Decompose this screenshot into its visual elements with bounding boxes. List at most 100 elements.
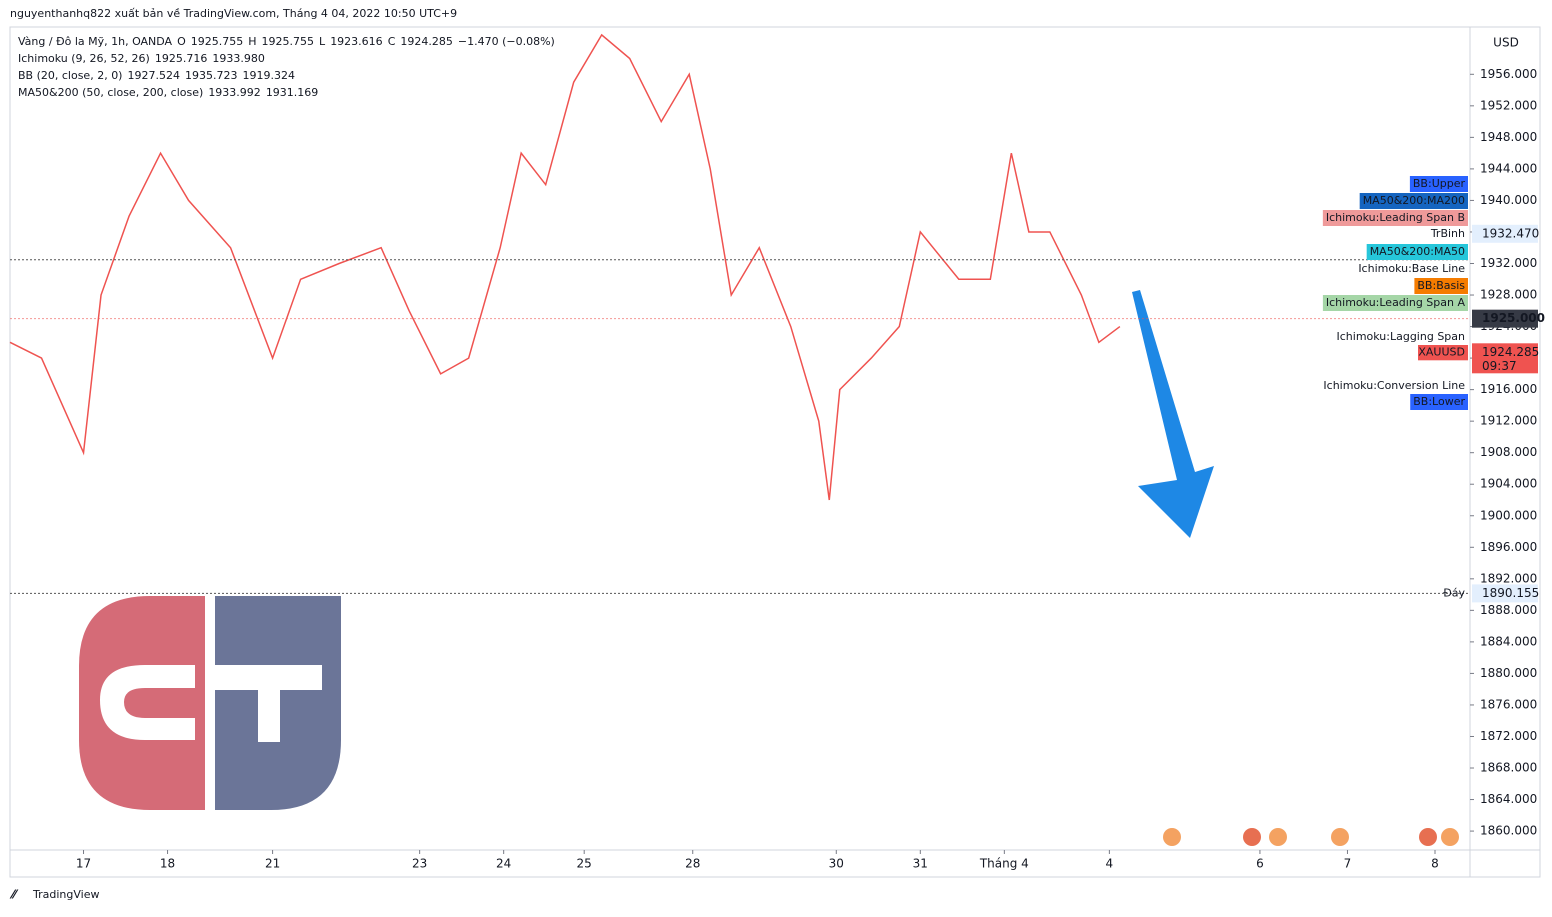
last-price: 1924.285 (1482, 345, 1539, 359)
legend-item: 1924.285 (400, 35, 453, 48)
y-tick-label: 1928.000 (1480, 288, 1537, 302)
indicator-tag: BB:Upper (1413, 177, 1466, 190)
legend-item: C (388, 35, 396, 48)
x-tick-label: 31 (913, 857, 928, 871)
indicator-tag-box (1333, 329, 1468, 345)
marker-box (1472, 584, 1538, 603)
legend-item: O (177, 35, 186, 48)
y-tick-label: 1948.000 (1480, 130, 1537, 144)
logo (79, 596, 341, 810)
legend-item: 1923.616 (330, 35, 383, 48)
legend-item: 1927.524 (127, 69, 180, 82)
price-line (9, 33, 1121, 501)
y-tick-label: 1892.000 (1480, 571, 1537, 585)
indicator-tag: Ichimoku:Conversion Line (1323, 379, 1465, 392)
y-tick-label: 1940.000 (1480, 193, 1537, 207)
y-tick-label: 1904.000 (1480, 477, 1537, 491)
x-tick-label: 7 (1344, 857, 1352, 871)
y-tick-label: 1872.000 (1480, 729, 1537, 743)
indicator-tag-box (1359, 193, 1468, 209)
event-icons (1163, 828, 1459, 846)
legend-item: 1919.324 (242, 69, 295, 82)
marker-box (1472, 224, 1538, 243)
legend-item: Ichimoku (9, 26, 52, 26) (18, 52, 150, 65)
footer: ⁄⁄ (9, 888, 19, 902)
brand: TradingView (32, 888, 99, 901)
last-price-box (1472, 343, 1538, 374)
x-tick-label: 4 (1106, 857, 1114, 871)
indicator-tag-box (1355, 261, 1468, 277)
x-tick-label: 21 (265, 857, 280, 871)
indicator-tag: MA50&200:MA200 (1363, 194, 1465, 207)
legend-item: 1933.980 (212, 52, 265, 65)
y-tick-label: 1896.000 (1480, 540, 1537, 554)
x-tick-label: 30 (829, 857, 844, 871)
indicator-tag-box (1366, 244, 1468, 260)
y-tick-label: 1864.000 (1480, 792, 1537, 806)
x-tick-label: Tháng 4 (979, 857, 1029, 871)
marker-label: Đáy (1443, 586, 1465, 599)
y-tick-label: 1952.000 (1480, 98, 1537, 112)
x-tick-label: 28 (685, 857, 700, 871)
y-tick-label: 1916.000 (1480, 382, 1537, 396)
marker-label: TrBinh (1430, 227, 1465, 240)
x-tick-label: 25 (577, 857, 592, 871)
x-tick-label: 17 (76, 857, 91, 871)
indicator-tag-box (1322, 295, 1468, 311)
x-tick-label: 6 (1256, 857, 1264, 871)
indicator-tag: Ichimoku:Leading Span A (1326, 296, 1466, 309)
indicator-tag: Ichimoku:Lagging Span (1337, 330, 1466, 343)
legend-item: 1925.755 (262, 35, 315, 48)
y-tick-label: 1944.000 (1480, 161, 1537, 175)
indicator-tag-box (1320, 378, 1468, 394)
marker-value: 1890.155 (1482, 586, 1539, 600)
frame (9, 26, 1541, 878)
legend-item: Vàng / Đô la Mỹ, 1h, OANDA (18, 35, 173, 48)
y-tick-label: 1932.000 (1480, 256, 1537, 270)
indicator-tag: Ichimoku:Leading Span B (1326, 211, 1465, 224)
y-tick-label: 1908.000 (1480, 445, 1537, 459)
x-tick-label: 18 (160, 857, 175, 871)
y-tick-label: 1868.000 (1480, 761, 1537, 775)
symbol-box (1418, 344, 1468, 361)
x-tick-label: 8 (1431, 857, 1439, 871)
legend-item: BB (20, close, 2, 0) (18, 69, 122, 82)
crosshair-label: 1925.000 (1482, 311, 1545, 325)
legend-item: 1925.755 (191, 35, 244, 48)
legend-item: H (248, 35, 256, 48)
crosshair-box (1472, 309, 1538, 328)
y-tick-label: 1956.000 (1480, 67, 1537, 81)
x-tick-label: 23 (412, 857, 427, 871)
marker-value: 1932.470 (1482, 226, 1539, 240)
y-tick-label: 1880.000 (1480, 666, 1537, 680)
symbol: XAUUSD (1418, 345, 1465, 358)
countdown: 09:37 (1482, 359, 1517, 373)
currency: USD (1493, 36, 1519, 50)
y-tick-label: 1860.000 (1480, 824, 1537, 838)
x-tick-label: 24 (496, 857, 511, 871)
y-tick-label: 1888.000 (1480, 603, 1537, 617)
indicator-tag-box (1322, 210, 1468, 226)
legend-item: 1933.992 (208, 86, 261, 99)
publisher: nguyenthanhq822 xuất bản về TradingView.… (10, 7, 457, 20)
indicator-tag: BB:Lower (1413, 395, 1465, 408)
tv-mark: ⁄⁄ (9, 888, 19, 902)
legend-item: 1931.169 (266, 86, 319, 99)
legend-item: MA50&200 (50, close, 200, close) (18, 86, 203, 99)
indicator-tag-box (1409, 176, 1468, 192)
indicator-tag: Ichimoku:Base Line (1358, 262, 1465, 275)
y-tick-label: 1912.000 (1480, 414, 1537, 428)
indicator-tag-box (1410, 394, 1468, 410)
down-arrow (1132, 290, 1214, 538)
y-tick-label: 1876.000 (1480, 697, 1537, 711)
legend-item: 1935.723 (185, 69, 238, 82)
legend-item: 1925.716 (155, 52, 208, 65)
indicator-tag: BB:Basis (1417, 279, 1465, 292)
indicator-tag-box (1414, 278, 1468, 294)
indicator-tag: MA50&200:MA50 (1370, 245, 1465, 258)
y-tick-label: 1900.000 (1480, 508, 1537, 522)
legend-item: L (319, 35, 326, 48)
legend-item: −1.470 (−0.08%) (458, 35, 555, 48)
y-tick-label: 1884.000 (1480, 634, 1537, 648)
